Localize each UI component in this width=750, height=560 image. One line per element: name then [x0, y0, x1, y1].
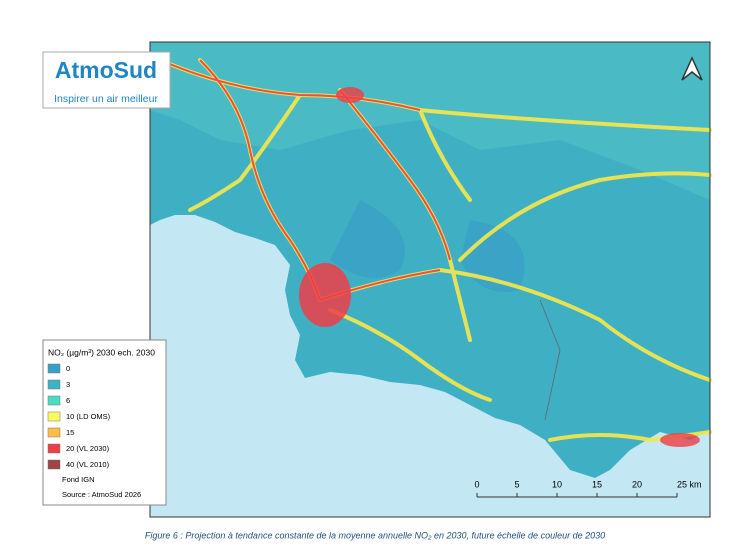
legend-base: Fond IGN — [62, 475, 95, 484]
legend-label: 0 — [66, 364, 70, 373]
legend-title: NO₂ (µg/m³) 2030 ech. 2030 — [48, 347, 155, 357]
city — [660, 433, 700, 447]
map-frame — [149, 41, 711, 518]
legend-swatch — [47, 395, 61, 406]
scale-label: 25 km — [677, 479, 702, 489]
legend-swatch — [47, 411, 61, 422]
caption: Figure 6 : Projection à tendance constan… — [145, 530, 605, 540]
logo-tagline: Inspirer un air meilleur — [54, 93, 158, 105]
city — [336, 87, 364, 103]
north-arrow — [681, 56, 703, 81]
legend-swatch — [47, 459, 61, 470]
legend-label: 6 — [66, 396, 70, 405]
legend: NO₂ (µg/m³) 2030 ech. 2030 Fond IGN Sour… — [42, 339, 167, 506]
scale-bar: 0 5 10 15 20 25 km — [474, 479, 702, 498]
logo: AtmoSud Inspirer un air meilleur — [42, 51, 171, 109]
land-shade — [150, 42, 710, 200]
legend-label: 15 — [66, 428, 74, 437]
legend-box — [42, 339, 167, 506]
boundary — [539, 299, 561, 421]
map — [149, 41, 712, 518]
scale-label: 10 — [552, 479, 562, 489]
legend-swatch — [47, 363, 61, 374]
legend-swatch — [47, 427, 61, 438]
legend-label: 3 — [66, 380, 70, 389]
logo-box — [42, 51, 171, 109]
scale-label: 15 — [592, 479, 602, 489]
scale-label: 0 — [474, 479, 479, 489]
legend-source: Source : AtmoSud 2026 — [62, 490, 141, 499]
hills — [330, 200, 525, 292]
scale-label: 20 — [632, 479, 642, 489]
legend-label: 10 (LD OMS) — [66, 412, 111, 421]
land — [150, 42, 710, 478]
legend-swatch — [47, 443, 61, 454]
scale-label: 5 — [514, 479, 519, 489]
logo-name: AtmoSud — [55, 57, 157, 83]
legend-swatch — [47, 379, 61, 390]
city — [299, 263, 351, 327]
legend-label: 40 (VL 2010) — [66, 460, 110, 469]
legend-label: 20 (VL 2030) — [66, 444, 110, 453]
